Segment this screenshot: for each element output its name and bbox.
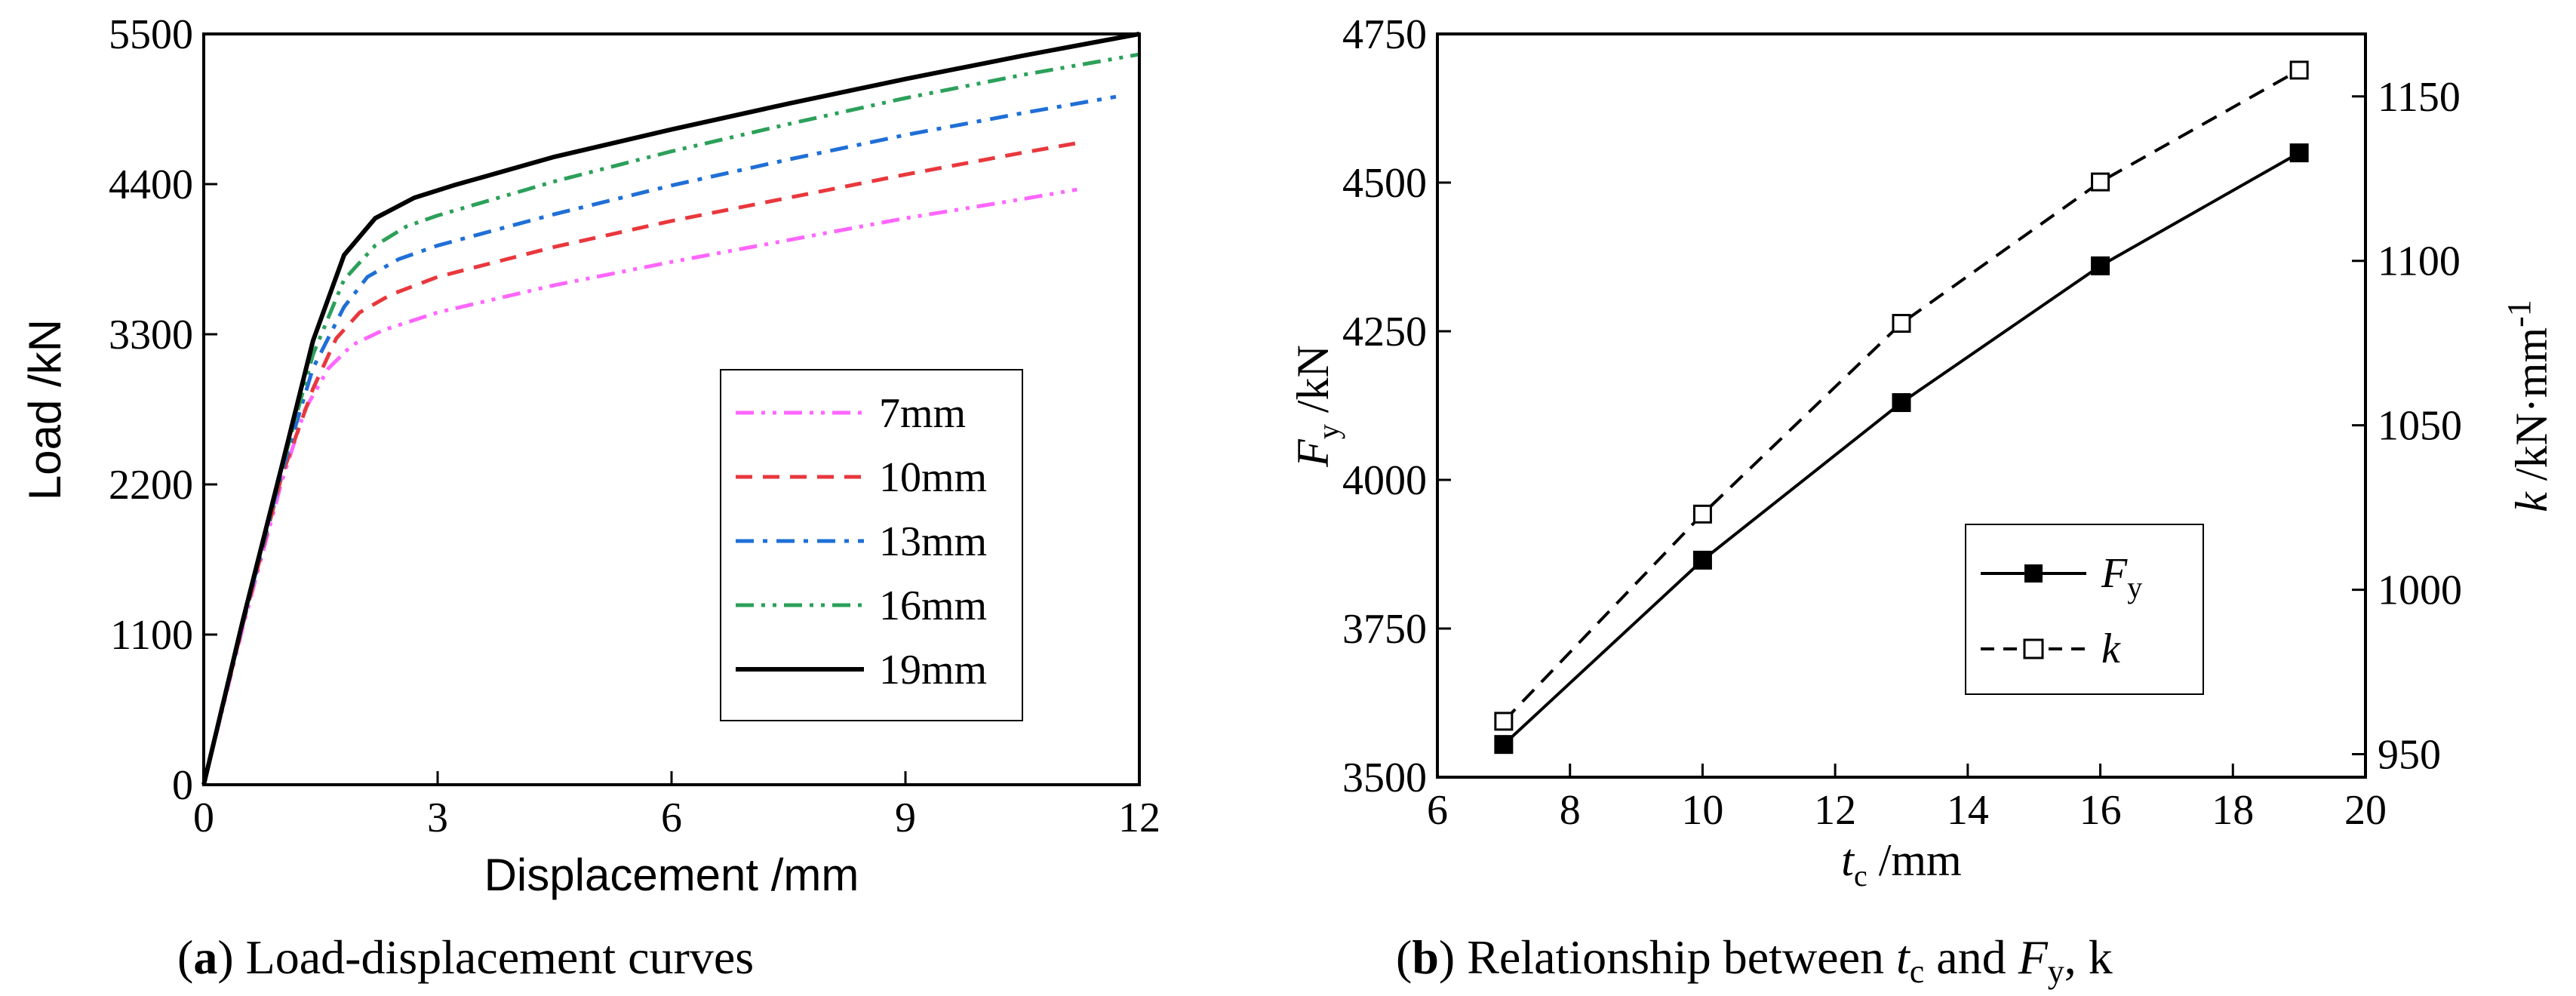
point-Fy [2091,256,2110,275]
legend-label-13mm: 13mm [879,518,987,565]
chart-b-legend-box [1965,524,2204,695]
y-tick-label: 4000 [1342,457,1427,504]
x-tick-label: 9 [895,795,916,841]
series-line-10mm [201,141,1077,785]
x-tick-label: 3 [427,795,448,841]
series-line-k [1502,69,2301,723]
legend-marker-k [2023,638,2044,659]
y-tick-label: 4750 [1342,11,1427,58]
legend-label-fy: Fy [2101,550,2142,604]
x-tick-label: 8 [1560,787,1581,834]
chart-b: 6 8 10 12 14 16 18 20 3500 3750 4000 4250 4500 4750 95… [1288,11,2556,990]
y-tick-label: 3750 [1342,606,1427,653]
point-k [2091,172,2110,192]
y2-tick-label: 1050 [2378,403,2462,450]
y-tick-label: 1100 [110,612,193,659]
point-Fy [2289,143,2309,163]
x-tick-label: 6 [1427,787,1448,834]
chart-b-frame [1436,32,2367,779]
x-tick-label: 12 [1118,795,1160,841]
chart-a: 0 3 6 9 12 0 1100 2200 3300 4400 5500 Displacement… [20,11,1160,984]
y-tick-label: 4400 [109,161,193,208]
chart-a-ylabel: Load /kN [20,319,70,500]
y-tick-label: 0 [172,762,193,809]
chart-a-plot-area [201,32,1140,785]
y-tick-label: 2200 [109,462,193,509]
legend-label-k: k [2101,626,2121,672]
x-tick-label: 0 [193,795,214,841]
y-tick-label: 3300 [109,312,193,358]
chart-b-legend: Fy k [1965,524,2204,695]
point-k [1692,504,1712,524]
y2-tick-label: 1100 [2378,238,2461,285]
y2-tick-label: 1150 [2378,74,2461,121]
x-tick-label: 10 [1681,787,1723,834]
point-Fy [1892,393,1911,413]
series-line-7mm [201,187,1077,785]
y2-tick-label: 950 [2378,731,2441,778]
legend-label-19mm: 19mm [879,647,987,693]
point-k [2289,60,2309,80]
chart-b-y2label: k /kN·mm-1 [2501,300,2556,512]
y2-tick-label: 1000 [2378,567,2462,614]
point-Fy [1494,735,1514,755]
x-tick-label: 14 [1947,787,1989,834]
chart-a-xlabel: Displacement /mm [484,850,859,900]
legend-label-10mm: 10mm [879,454,987,501]
chart-b-ylabel: Fy /kN [1288,345,1345,468]
point-k [1494,712,1514,731]
chart-a-legend-box [720,369,1023,721]
chart-b-caption: (b) Relationship between tc and Fy, k [1396,930,2113,990]
x-tick-label: 20 [2344,787,2387,834]
legend-marker-fy [2024,564,2043,583]
x-tick-label: 6 [661,795,682,841]
legend-label-16mm: 16mm [879,583,987,629]
y-tick-label: 4250 [1342,309,1427,355]
point-k [1892,314,1911,334]
y-tick-label: 3500 [1342,755,1427,801]
chart-a-ticks: 0 3 6 9 12 0 1100 2200 3300 4400 5500 [109,11,1160,841]
y-tick-label: 5500 [109,11,193,58]
series-line-19mm [201,32,1140,785]
legend-label-7mm: 7mm [879,390,966,437]
chart-b-ticks: 6 8 10 12 14 16 18 20 3500 3750 4000 4250 4500 4750 95… [1342,11,2462,834]
point-Fy [1692,550,1712,570]
x-tick-label: 18 [2212,787,2254,834]
x-tick-label: 16 [2080,787,2122,834]
x-tick-label: 12 [1814,787,1856,834]
chart-a-legend: 7mm 10mm 13mm 16mm 19mm [720,369,1023,721]
chart-a-caption: (a) Load-displacement curves [177,930,754,984]
y-tick-label: 4500 [1342,160,1427,207]
chart-b-xlabel: tc /mm [1841,835,1961,893]
chart-b-plot-area [1494,60,2309,755]
